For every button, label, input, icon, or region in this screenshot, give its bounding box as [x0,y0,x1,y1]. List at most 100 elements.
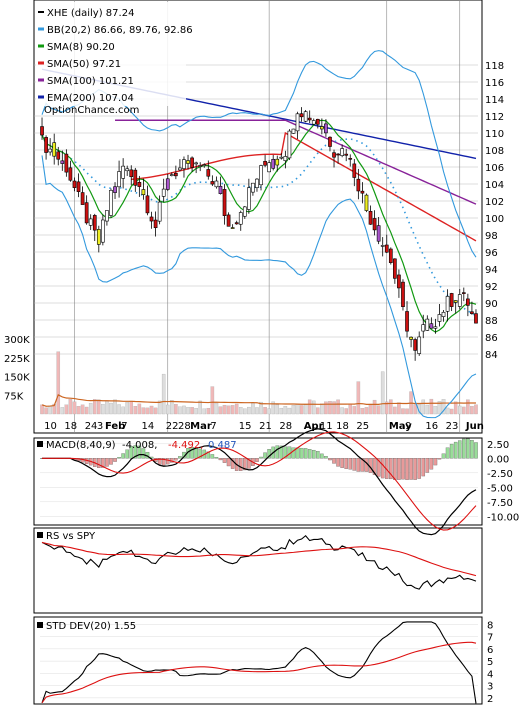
macd-histogram-bar [133,445,138,459]
volume-average-line [41,393,476,407]
volume-bar [433,406,438,415]
macd-histogram-bar [226,458,231,467]
volume-bar [324,401,328,415]
price-tick-label: 102 [485,197,504,208]
macd-tick-label: -5.00 [487,483,513,494]
candle-body [328,136,332,147]
volume-bar [413,404,417,415]
macd-histogram-bar [307,449,312,459]
volume-bar [393,406,397,415]
candle-body [251,182,255,193]
rs-line [41,534,477,590]
price-tick-label: 86 [485,333,498,344]
candle-body [397,274,401,289]
std-tick-label: 6 [487,645,493,656]
macd-histogram-bar [259,456,263,459]
volume-bar [421,399,426,415]
volume-tick-label: 225K [4,354,30,365]
candle-body [360,190,365,194]
volume-bar [356,381,361,415]
macd-histogram-bar [222,458,227,463]
macd-histogram-bar [348,458,353,470]
volume-tick-label: 75K [4,391,24,402]
candle-body [226,214,231,227]
macd-histogram-bar [397,458,401,480]
candle-body [238,212,243,225]
macd-histogram-bar [376,458,381,477]
volume-bar [149,405,154,415]
x-tick-label: 28 [279,421,292,432]
macd-histogram-bar [218,458,223,461]
macd-histogram-bar [283,446,288,459]
volume-tick-label: 150K [4,373,30,384]
macd-histogram-bar [238,458,243,471]
volume-bar [299,405,304,415]
candle-body [388,248,393,263]
macd-histogram-bar [462,438,466,459]
candle-body [437,314,442,322]
candle-body [311,120,316,125]
candle-body [332,152,336,158]
legend-title: XHE (daily) 87.24 [47,8,134,19]
x-tick-label: 18 [336,421,349,432]
macd-histogram-bar [243,458,247,471]
price-tick-label: 100 [485,214,504,225]
candle-body [190,157,194,168]
macd-tick-label: 2.50 [487,440,509,451]
price-tick-label: 114 [485,95,504,106]
volume-bar [332,401,336,415]
volume-bar [376,405,381,415]
price-tick-label: 92 [485,282,498,293]
price-tick-label: 90 [485,299,498,310]
candle-body [340,148,344,156]
macd-histogram-bar [466,438,470,459]
candle-body [68,167,73,181]
rs-legend: RS vs SPY [37,531,96,542]
candle-body [80,192,85,205]
candle-body [461,292,466,294]
x-tick-label: Feb [105,421,125,432]
price-tick-label: 98 [485,231,498,242]
macd-histogram-bar [97,458,101,468]
volume-bar [92,399,97,415]
volume-bar [287,407,292,415]
candle-body [324,123,328,134]
std-tick-label: 5 [487,657,493,668]
candle-body [40,126,44,136]
volume-bar [218,406,223,415]
price-tick-label: 110 [485,129,504,140]
volume-bar [161,373,166,415]
macd-histogram-bar [113,458,117,462]
candle-body [174,173,178,177]
candle-body [76,181,81,192]
candle-body [133,169,138,186]
volume-bar [295,404,300,415]
macd-histogram-bar [129,445,134,459]
volume-bar [165,404,170,415]
macd-histogram-bar [340,458,344,468]
candle-body [287,130,292,159]
macd-panel-frame [33,437,483,526]
macd-legend: MACD(8,40,9) -4.008, -4.492, 0.487 [37,440,237,451]
candle-body [291,128,296,134]
macd-histogram-bar [332,458,336,464]
std-line [41,621,477,704]
volume-bar [174,404,178,415]
volume-bar [206,407,211,415]
x-tick-label: 7 [210,421,216,432]
candle-body [368,211,373,225]
volume-bar [48,405,52,415]
candle-body [384,244,389,253]
volume-bar [125,401,129,415]
candle-body [401,281,405,307]
volume-bar [380,371,385,415]
macd-histogram-bar [384,458,389,479]
legend-ema200: EMA(200) 107.04 [47,93,134,104]
macd-histogram-bar [413,458,417,480]
volume-bar [238,407,243,415]
candle-body [413,339,417,351]
candle-body [121,165,125,179]
macd-histogram-bar [275,445,280,459]
volume-bar [72,401,77,415]
volume-bar [157,400,162,415]
